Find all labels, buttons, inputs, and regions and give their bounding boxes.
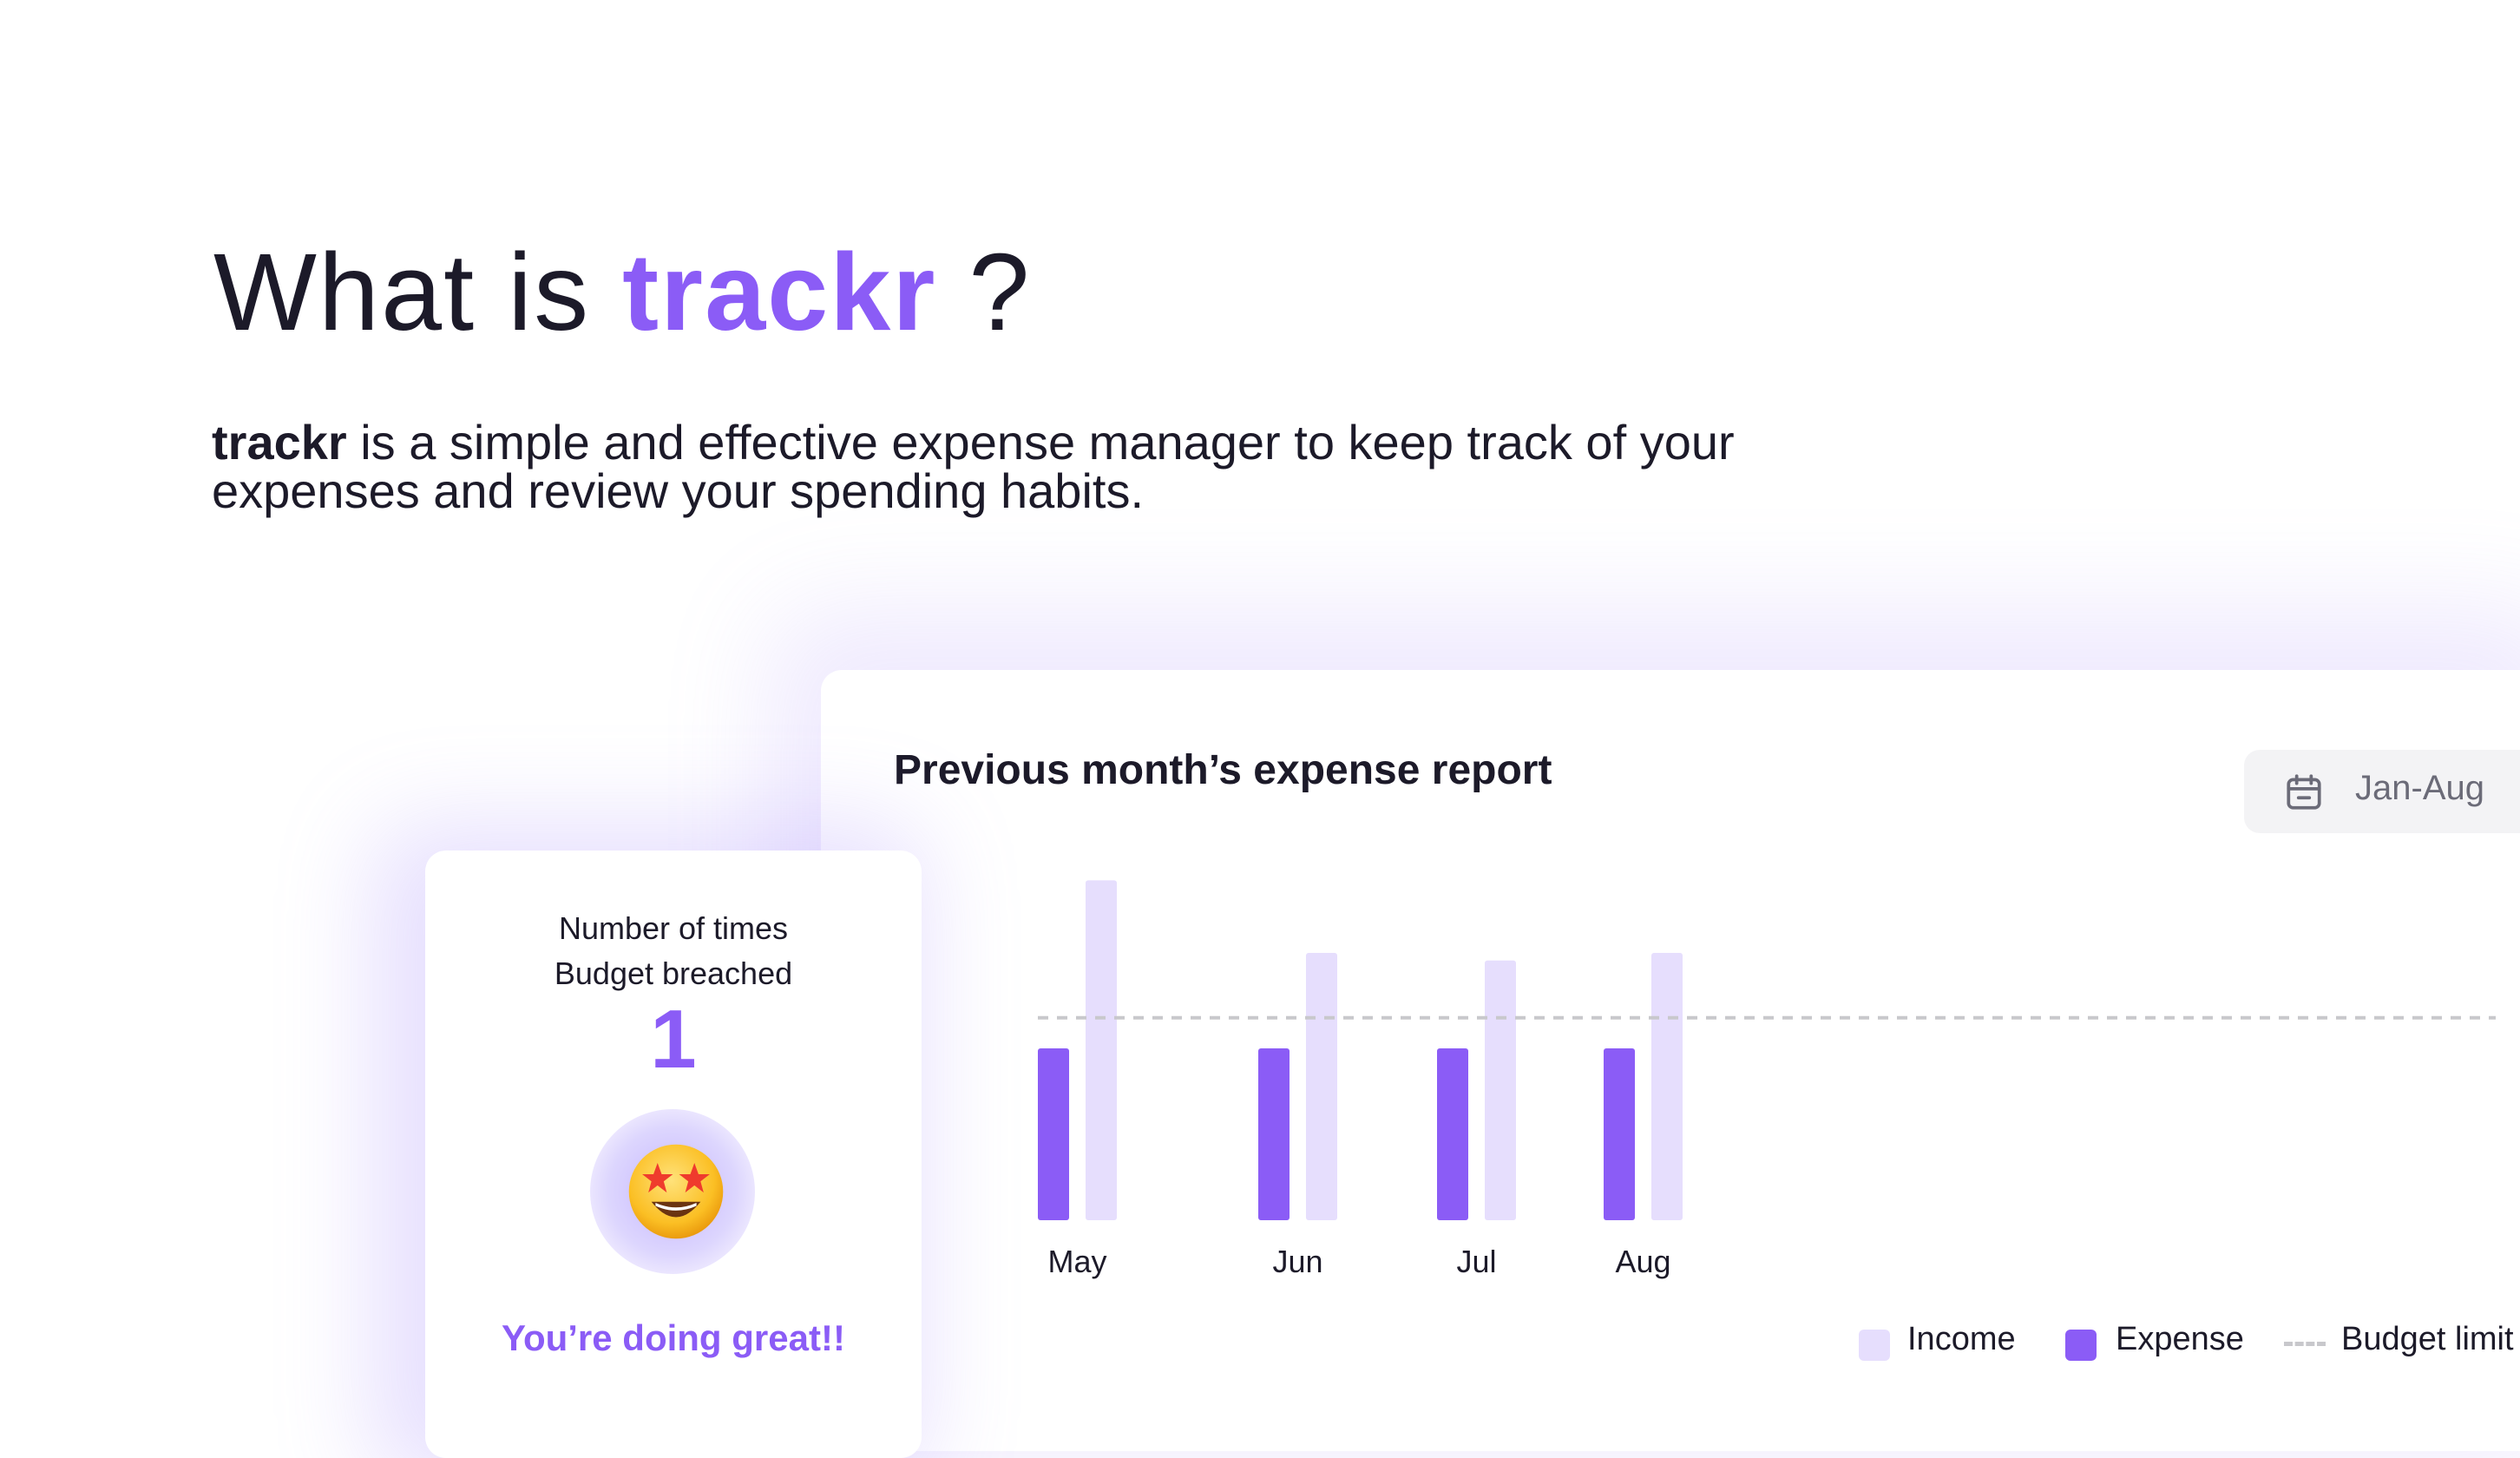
expense-report-panel: Previous month’s expense report Jan-Aug … — [821, 670, 2520, 1451]
legend-income-swatch — [1859, 1330, 1890, 1361]
x-tick-aug: Aug — [1615, 1244, 1670, 1279]
date-range-picker[interactable]: Jan-Aug — [2244, 750, 2520, 833]
hero-title-suffix: ? — [936, 231, 1032, 353]
legend-budget-label: Budget limit — [2341, 1321, 2514, 1357]
bar-expense-jul — [1437, 1048, 1468, 1220]
legend-income-label: Income — [1907, 1321, 2016, 1357]
legend-expense-label: Expense — [2116, 1321, 2244, 1357]
breach-count: 1 — [650, 993, 697, 1086]
description-line-1: is a simple and effective expense manage… — [346, 415, 1735, 470]
hero-title-brand: trackr — [622, 231, 937, 353]
breach-label-line-2: Budget breached — [554, 956, 793, 991]
legend-budget-dash — [2284, 1342, 2326, 1346]
x-tick-jul: Jul — [1456, 1244, 1496, 1279]
x-tick-may: May — [1047, 1244, 1106, 1279]
hero-title-prefix: What is — [213, 231, 623, 353]
breach-message: You’re doing great!! — [502, 1317, 845, 1358]
hero-description: trackr is a simple and effective expense… — [212, 418, 1947, 516]
bar-expense-may — [1038, 1048, 1069, 1220]
bar-income-may — [1086, 880, 1117, 1220]
description-brand: trackr — [212, 415, 347, 470]
legend-expense-swatch — [2065, 1330, 2097, 1361]
date-range-label: Jan-Aug — [2355, 769, 2484, 807]
emoji-badge — [590, 1109, 755, 1274]
chart-legend: Income Expense Budget limit — [1859, 1312, 2520, 1364]
bar-expense-jun — [1258, 1048, 1290, 1220]
breach-label-line-1: Number of times — [558, 910, 789, 946]
bar-income-jun — [1306, 953, 1337, 1220]
bar-income-aug — [1651, 953, 1683, 1220]
bar-income-jul — [1485, 960, 1516, 1220]
x-tick-jun: Jun — [1272, 1244, 1322, 1279]
budget-breach-card: Number of times Budget breached 1 You’re… — [425, 850, 922, 1458]
star-struck-emoji-icon — [628, 1144, 724, 1239]
bar-expense-aug — [1604, 1048, 1635, 1220]
description-line-2: expenses and review your spending habits… — [212, 463, 1145, 518]
hero-title: What is trackr ? — [213, 227, 1031, 358]
report-title: Previous month’s expense report — [894, 747, 1552, 793]
calendar-icon — [2287, 774, 2321, 810]
